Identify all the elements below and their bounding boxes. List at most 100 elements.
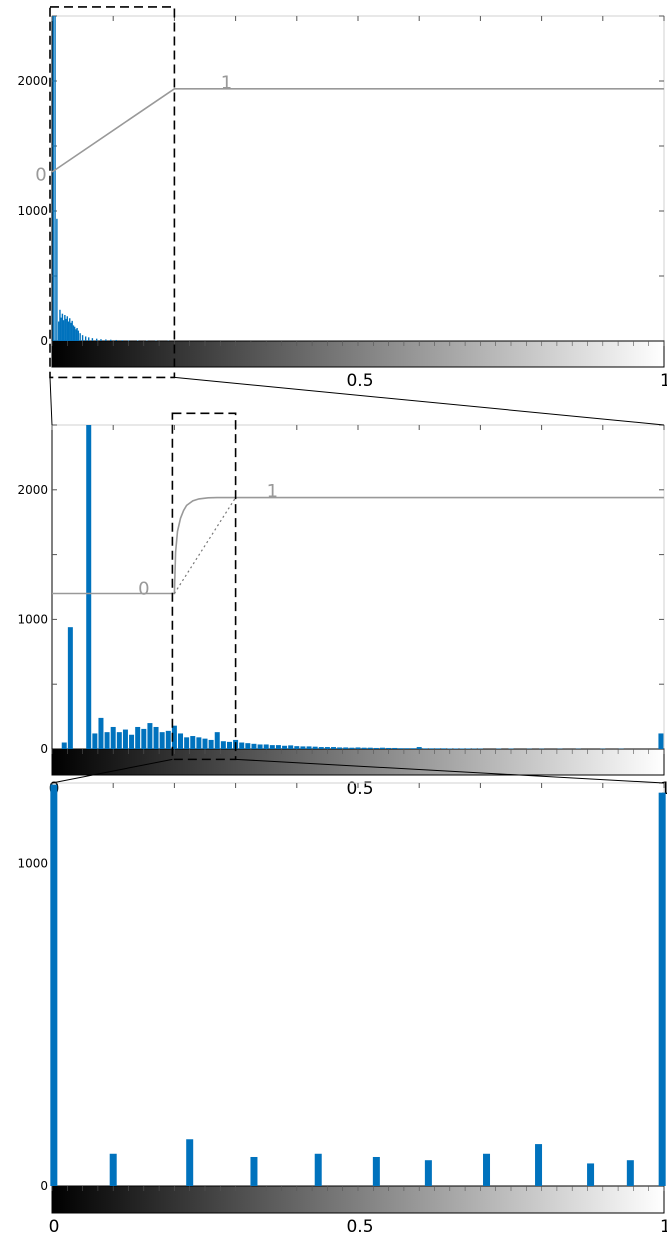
histogram-bar bbox=[535, 1144, 543, 1186]
histogram-bar bbox=[64, 315, 66, 341]
x-tick-label: 0 bbox=[49, 1217, 60, 1237]
histogram-bar bbox=[367, 747, 373, 749]
histogram-bar bbox=[110, 726, 116, 749]
histogram-bar bbox=[392, 747, 398, 749]
histogram-bar bbox=[465, 748, 471, 749]
histogram-bar bbox=[263, 744, 269, 749]
histogram-bar bbox=[428, 748, 434, 749]
x-tick-label: 0.5 bbox=[346, 779, 373, 799]
histogram-bar bbox=[658, 792, 666, 1186]
zoom-connector-left bbox=[49, 377, 53, 426]
histogram-bar bbox=[282, 745, 288, 749]
histogram-bar bbox=[136, 340, 139, 341]
histogram-bar bbox=[626, 1160, 634, 1186]
histogram-bar bbox=[379, 747, 385, 749]
histogram-bar bbox=[459, 748, 465, 749]
histogram-bar bbox=[416, 747, 422, 749]
histogram-bar bbox=[147, 723, 153, 749]
zoom-connector-right bbox=[235, 758, 665, 784]
y-tick-label: 2000 bbox=[17, 483, 48, 497]
curve-label: 1 bbox=[221, 72, 232, 93]
histogram-bar bbox=[62, 320, 65, 341]
histogram-bar bbox=[100, 339, 102, 341]
histogram-bar bbox=[312, 746, 318, 749]
y-tick-label: 2000 bbox=[17, 74, 48, 88]
histogram-bar bbox=[52, 16, 54, 341]
histogram-bar bbox=[300, 746, 306, 749]
histogram-bar bbox=[127, 340, 130, 341]
histogram-bar bbox=[398, 748, 404, 749]
histogram-bar bbox=[159, 732, 165, 749]
histogram-bar bbox=[186, 1139, 194, 1186]
histogram-bar bbox=[61, 742, 67, 749]
histogram-bar bbox=[105, 339, 107, 341]
histogram-bar bbox=[69, 318, 71, 341]
histogram-bar bbox=[372, 1156, 380, 1186]
histogram-bar bbox=[58, 321, 60, 341]
plot-area bbox=[51, 15, 665, 342]
histogram-bar bbox=[88, 337, 90, 341]
histogram-bar bbox=[337, 747, 343, 749]
histogram-bar bbox=[250, 1156, 258, 1186]
histogram-bar bbox=[184, 737, 190, 749]
histogram-bar bbox=[75, 329, 77, 341]
histogram-bar bbox=[355, 747, 361, 749]
histogram-bar bbox=[66, 316, 68, 341]
x-tick-label: 0.5 bbox=[346, 371, 373, 391]
intensity-gradient-bar bbox=[51, 1185, 665, 1214]
histogram-bar bbox=[98, 717, 104, 749]
histogram-bar bbox=[288, 745, 294, 749]
histogram-bar bbox=[60, 317, 62, 341]
zoom-region-box bbox=[49, 6, 176, 379]
histogram-bar bbox=[73, 326, 76, 341]
histogram-bar bbox=[71, 320, 73, 341]
histogram-bar bbox=[79, 333, 81, 341]
histogram-bar bbox=[165, 730, 171, 749]
histogram-bar bbox=[190, 736, 196, 749]
zoom-connector-left bbox=[51, 758, 173, 784]
histogram-bar bbox=[121, 340, 124, 341]
histogram-bar bbox=[245, 743, 251, 749]
histogram-bar bbox=[67, 627, 73, 749]
histogram-bar bbox=[331, 747, 337, 749]
histogram-bar bbox=[61, 313, 64, 341]
histogram-bar bbox=[349, 747, 355, 749]
histogram-bar bbox=[587, 1163, 595, 1186]
histogram-bar bbox=[110, 339, 112, 341]
histogram-bar bbox=[72, 325, 75, 341]
x-tick-label: 1 bbox=[660, 1217, 667, 1237]
histogram-bar bbox=[251, 743, 257, 749]
zoom-connector-right bbox=[174, 376, 665, 426]
histogram-bar bbox=[314, 1153, 322, 1186]
histogram-bar bbox=[483, 1153, 491, 1186]
x-tick-label: 1 bbox=[660, 371, 667, 391]
zoom-connector-lines bbox=[49, 376, 665, 784]
histogram-bar bbox=[84, 336, 87, 341]
histogram-bar bbox=[95, 338, 98, 341]
histogram-bar bbox=[435, 748, 441, 749]
transfer-curve bbox=[51, 88, 664, 173]
plot-area bbox=[51, 782, 665, 1187]
histogram-bar bbox=[208, 739, 214, 749]
histogram-bar bbox=[178, 733, 184, 749]
histogram-bar bbox=[54, 16, 56, 341]
histogram-bar bbox=[361, 747, 367, 749]
histogram-bar bbox=[275, 745, 281, 749]
histogram-bar bbox=[422, 748, 428, 749]
histogram-bar bbox=[70, 322, 72, 341]
histogram-bar bbox=[77, 330, 80, 341]
histogram-bar bbox=[129, 734, 135, 749]
histogram-bar bbox=[122, 729, 128, 749]
curve-label: 0 bbox=[35, 165, 46, 186]
histogram-bar bbox=[115, 339, 117, 341]
curve-label: 1 bbox=[267, 481, 278, 502]
linear-reference-curve bbox=[173, 497, 237, 594]
histogram-bar bbox=[196, 737, 202, 749]
histogram-bar bbox=[343, 747, 349, 749]
histogram-bar bbox=[220, 741, 226, 749]
histogram-bar bbox=[424, 1160, 432, 1186]
histogram-bar bbox=[81, 335, 84, 341]
histogram-bar bbox=[386, 747, 392, 749]
